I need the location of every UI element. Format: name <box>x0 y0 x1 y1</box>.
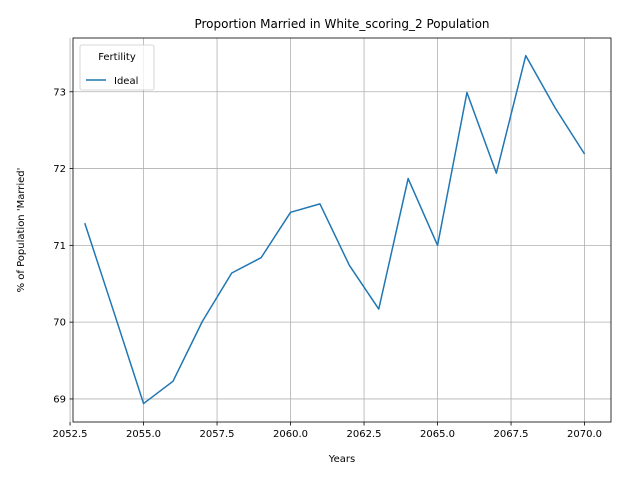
x-tick-label: 2060.0 <box>273 429 308 440</box>
x-tick-label: 2057.5 <box>200 429 235 440</box>
y-tick-label: 71 <box>53 241 66 252</box>
y-axis-label: % of Population 'Married' <box>16 168 27 293</box>
legend-label-ideal: Ideal <box>114 76 138 87</box>
x-tick-label: 2055.0 <box>126 429 161 440</box>
x-tick-label: 2065.0 <box>420 429 455 440</box>
y-tick-label: 69 <box>53 394 66 405</box>
legend-title: Fertility <box>98 52 136 63</box>
x-tick-label: 2052.5 <box>53 429 88 440</box>
plot-frame <box>72 37 612 423</box>
legend-box <box>79 44 155 91</box>
y-tick-label: 70 <box>53 318 66 329</box>
series-lines <box>84 54 586 405</box>
x-axis-ticks: 2052.5 2055.0 2057.5 2060.0 2062.5 2065.0 2067… <box>53 422 602 440</box>
y-axis-ticks: 69 70 71 72 73 <box>53 87 73 405</box>
y-tick-label: 72 <box>53 164 66 175</box>
series-line-ideal <box>84 54 586 405</box>
x-tick-label: 2067.5 <box>494 429 529 440</box>
y-tick-label: 73 <box>53 87 66 98</box>
grid-lines <box>69 38 611 422</box>
x-axis-label: Years <box>328 454 355 465</box>
chart-title: Proportion Married in White_scoring_2 Po… <box>194 17 489 31</box>
x-tick-label: 2062.5 <box>347 429 382 440</box>
legend: Fertility Ideal <box>79 44 155 91</box>
x-tick-label: 2070.0 <box>567 429 602 440</box>
